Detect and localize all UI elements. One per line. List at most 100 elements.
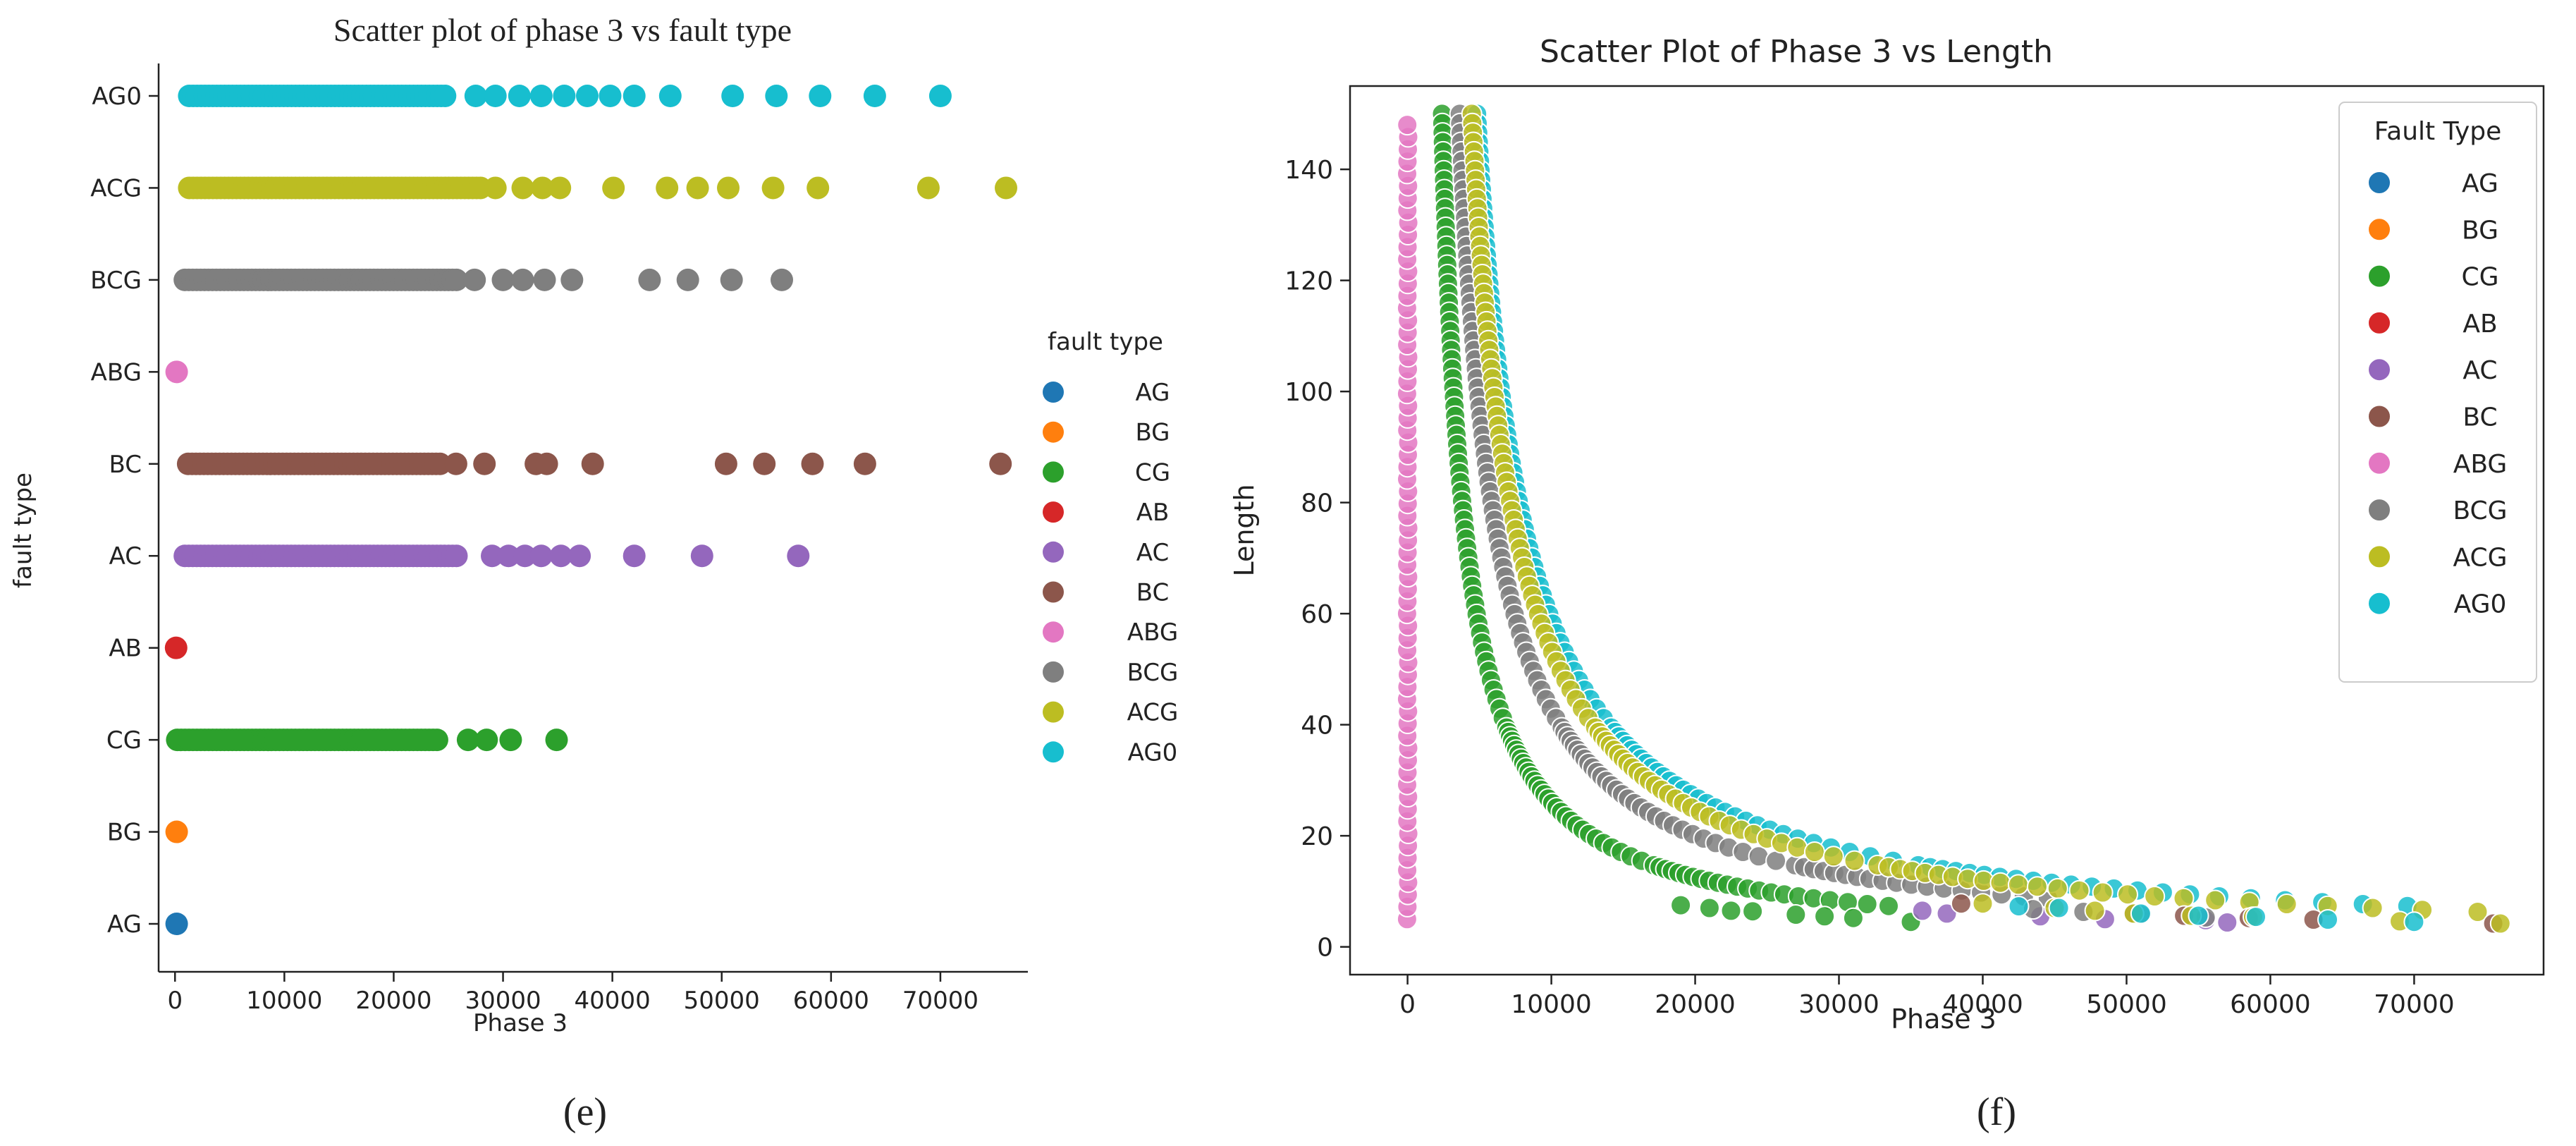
e-point-acg [686,176,709,200]
e-ytick-label: AC [109,542,142,571]
f-point-cg [1742,901,1764,922]
f-point-cg [1842,907,1864,929]
panel-e-ticks: AG BG CG AB AC BC ABG BCG ACG AG0 0 10000 20000 30000… [90,83,979,1015]
e-point-cg [475,729,498,752]
e-ytick-label: ABG [91,358,142,386]
f-point-acg [2007,874,2029,896]
panel-e-legend-title: fault type [1048,328,1163,356]
e-point-ag0 [599,85,622,107]
e-point-bcg [533,268,556,291]
e-legend-label: BCG [1127,659,1179,687]
f-legend-label: BCG [2453,496,2507,525]
e-point-acg [656,176,679,200]
e-point-bcg [511,268,534,291]
f-xtick-label: 30000 [1798,990,1879,1019]
f-point-acg [2026,876,2048,898]
e-point-ag0 [622,85,646,107]
panel-f-legend-title: Fault Type [2374,117,2502,146]
f-ytick-label: 140 [1284,156,1333,185]
f-point-acg [2173,887,2195,909]
e-point-ac [513,544,536,568]
e-ytick-label: BG [107,819,142,847]
e-point-ac [445,544,468,568]
f-legend-label: ACG [2453,543,2507,572]
e-point-bc [581,452,604,475]
f-legend-marker-bcg [2367,498,2391,523]
e-legend-label: AG [1135,379,1170,407]
e-ytick-label: ACG [90,174,142,202]
f-point-ag0 [2188,905,2209,927]
e-legend-marker-abg [1043,621,1064,643]
e-xtick-label: 30000 [465,987,541,1015]
f-point-ag0 [2048,897,2070,919]
f-point-ag0 [2245,906,2267,928]
f-legend-label: AG0 [2454,590,2507,619]
e-legend-label: CG [1135,458,1170,487]
e-legend-marker-ag [1043,382,1064,403]
f-point-ag0 [2317,909,2338,930]
e-point-ag0 [863,85,886,107]
f-legend-label: AB [2462,310,2497,339]
panel-f-caption: (f) [1977,1090,2016,1134]
f-point-cg [1814,906,1836,927]
e-legend-marker-bg [1043,421,1064,443]
e-point-acg [548,176,572,200]
e-legend-label: AB [1136,499,1170,527]
panel-e-legend: AG BG CG AB AC BC ABG BCG ACG AG0 [1043,379,1178,767]
e-point-ag0 [484,85,507,107]
e-point-bc [473,452,496,475]
panel-e-chart: Scatter plot of phase 3 vs fault type AG… [9,12,1178,1134]
e-legend-label: AC [1136,539,1169,567]
e-point-cg [456,729,479,752]
e-point-acg [717,176,740,200]
f-point-acg [1786,836,1808,858]
e-point-ag0 [809,85,832,107]
panel-e-points [164,85,1017,935]
f-point-cg [1720,900,1742,922]
panel-f-chart: Scatter Plot of Phase 3 vs Length 0 10000… [1229,34,2545,1134]
panel-f-legend: AG BG CG AB AC BC ABG BCG ACG AG0 [2367,169,2508,619]
e-point-bcg [463,268,486,291]
f-xtick-label: 70000 [2374,990,2455,1019]
e-ytick-label: AB [109,635,142,663]
f-point-acg [2204,889,2226,911]
e-point-bc [853,452,876,475]
e-point-acg [806,176,830,200]
f-xtick-label: 40000 [1942,990,2023,1019]
e-point-ag0 [576,85,599,107]
e-point-bc [714,452,737,475]
e-point-bc [989,452,1012,475]
e-point-acg [531,176,554,200]
e-point-cg [425,729,448,752]
f-ytick-label: 60 [1301,600,1333,629]
panel-f-title: Scatter Plot of Phase 3 vs Length [1540,34,2053,70]
f-point-acg [1844,850,1865,872]
e-point-ag0 [553,85,576,107]
e-point-bc [801,452,824,475]
panel-f-plot-frame [1349,85,2545,976]
e-point-bcg [676,268,699,291]
e-point-ac [568,544,591,568]
f-legend-marker-bc [2367,404,2391,429]
f-ytick-label: 100 [1284,378,1333,407]
panel-f-legend-box [2338,102,2537,683]
f-point-bcg [1765,850,1787,872]
f-point-cg [1856,894,1878,915]
e-xtick-label: 50000 [684,987,760,1015]
e-point-ag0 [765,85,788,107]
e-point-bc [444,452,467,475]
f-point-acg [1803,841,1825,862]
e-point-acg [602,176,625,200]
e-point-ag0 [658,85,682,107]
e-xtick-label: 70000 [902,987,979,1015]
panel-e-y-label: fault type [9,473,37,588]
f-legend-marker-ac [2367,358,2391,382]
e-point-ac [481,544,503,568]
f-point-cg [1878,895,1899,917]
f-legend-marker-cg [2367,264,2391,288]
f-point-acg [2047,877,2068,899]
e-legend-marker-ac [1043,541,1064,563]
f-point-cg [1785,904,1807,925]
e-point-abg [165,360,188,384]
e-point-ac [622,544,646,568]
